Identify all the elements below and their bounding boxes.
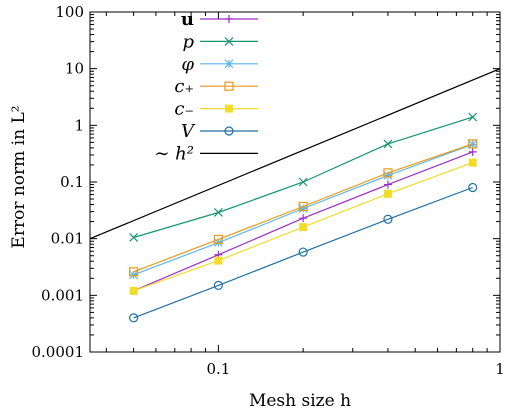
data-point bbox=[299, 214, 308, 223]
series-4 bbox=[129, 158, 477, 295]
legend-marker bbox=[224, 81, 234, 91]
data-point bbox=[383, 180, 392, 189]
legend-label: φ bbox=[181, 54, 194, 75]
y-tick-label: 0.1 bbox=[60, 173, 84, 191]
series-line bbox=[90, 68, 500, 240]
series-3 bbox=[129, 139, 478, 277]
legend-marker bbox=[224, 59, 234, 69]
legend-entry: c₋ bbox=[174, 99, 258, 120]
series-line bbox=[133, 186, 473, 319]
y-axis-label: Error norm in L² bbox=[9, 105, 29, 248]
data-point bbox=[468, 147, 477, 156]
y-tick-label: 100 bbox=[55, 3, 84, 21]
data-point bbox=[129, 267, 139, 277]
data-point bbox=[299, 223, 308, 232]
legend-entry: V bbox=[181, 121, 258, 142]
data-point bbox=[298, 177, 308, 187]
data-point bbox=[383, 139, 393, 149]
data-point bbox=[298, 204, 308, 213]
y-tick-label: 0.0001 bbox=[32, 343, 85, 361]
data-point bbox=[129, 286, 138, 295]
legend-entry: ∼ h² bbox=[154, 143, 258, 164]
data-point bbox=[214, 238, 223, 248]
data-point bbox=[129, 233, 139, 242]
data-point bbox=[383, 214, 393, 224]
legend-label: u bbox=[181, 9, 194, 30]
legend-label: c₋ bbox=[174, 99, 194, 120]
data-point bbox=[213, 234, 223, 245]
x-axis-label: Mesh size h bbox=[249, 391, 351, 411]
legend-label: ∼ h² bbox=[154, 143, 194, 164]
data-point bbox=[298, 201, 308, 212]
ticks-layer: 0.0001 0.001 0.01 0.1 1 10 100 0.1 1 bbox=[32, 3, 505, 378]
x-tick-label: 1 bbox=[495, 360, 505, 378]
data-point bbox=[468, 158, 477, 167]
legend-label: V bbox=[181, 121, 196, 142]
data-point bbox=[214, 256, 223, 265]
series-6 bbox=[90, 68, 500, 240]
legend-label: p bbox=[182, 31, 194, 52]
plot-frame bbox=[89, 11, 501, 353]
legend-marker bbox=[224, 36, 234, 46]
y-tick-label: 0.01 bbox=[51, 230, 84, 248]
data-point bbox=[383, 171, 393, 180]
series-5 bbox=[129, 182, 478, 323]
data-point bbox=[213, 208, 223, 217]
data-point bbox=[468, 112, 478, 122]
y-tick-label: 1 bbox=[74, 116, 84, 134]
data-point bbox=[468, 139, 478, 149]
data-layer bbox=[90, 68, 500, 323]
legend-entry: φ bbox=[181, 54, 258, 75]
data-point bbox=[383, 189, 392, 198]
legend-label: c₊ bbox=[174, 76, 194, 97]
legend-marker bbox=[225, 15, 233, 23]
legend-marker bbox=[224, 126, 234, 136]
y-tick-label: 0.001 bbox=[41, 286, 84, 304]
data-point bbox=[213, 280, 223, 290]
y-tick-label: 10 bbox=[65, 60, 84, 78]
series-0 bbox=[129, 147, 477, 295]
data-point bbox=[129, 313, 139, 323]
legend-entry: p bbox=[182, 31, 258, 52]
data-point bbox=[468, 182, 478, 193]
x-tick-label: 0.1 bbox=[206, 360, 230, 378]
legend-entry: c₊ bbox=[174, 76, 258, 97]
data-point bbox=[129, 270, 139, 280]
data-point bbox=[298, 247, 308, 257]
data-point bbox=[383, 168, 393, 178]
legend-entry: u bbox=[181, 9, 258, 30]
series-1 bbox=[129, 112, 478, 242]
series-line bbox=[133, 143, 473, 273]
legend-marker bbox=[225, 104, 233, 113]
